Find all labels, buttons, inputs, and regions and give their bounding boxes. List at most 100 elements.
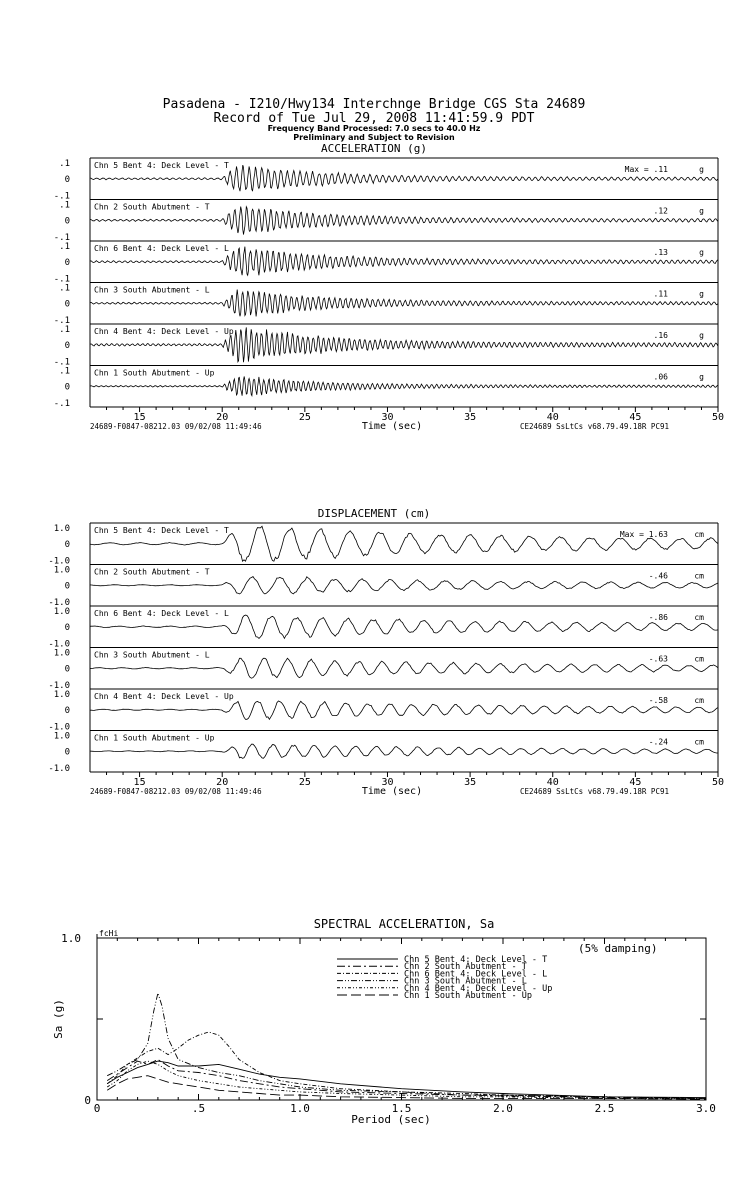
max-label: -.63 — [649, 655, 668, 664]
waveform-trace — [89, 525, 719, 562]
channel-label: Chn 1 South Abutment - Up — [94, 369, 215, 378]
y-tick-label: 0 — [65, 299, 70, 309]
x-tick-label: 1.0 — [290, 1102, 310, 1115]
channel-label: Chn 3 South Abutment - L — [94, 651, 210, 660]
footer-left: 24689-F0847-08212.03 09/02/08 11:49:46 — [90, 422, 262, 431]
channel-label: Chn 6 Bent 4: Deck Level - L — [94, 609, 229, 618]
unit-label: g — [699, 331, 704, 340]
y-axis-label: Sa (g) — [52, 999, 65, 1039]
x-tick-label: 50 — [712, 777, 724, 788]
waveform-trace — [90, 164, 719, 192]
legend-label: Chn 4 Bent 4: Deck Level - Up — [404, 984, 552, 994]
displacement-chart: DISPLACEMENT (cm) 1.0 0 -1.0 Chn 5 Bent 4: D… — [48, 507, 724, 797]
waveform-trace — [89, 743, 718, 759]
max-label: Max = 1.63 — [620, 530, 668, 539]
footer-left: 24689-F0847-08212.03 09/02/08 11:49:46 — [90, 787, 262, 796]
waveform-trace — [89, 576, 719, 595]
y-tick-label: 0 — [65, 540, 70, 550]
y-tick-label: .1 — [59, 201, 70, 211]
x-tick-label: 45 — [629, 777, 641, 788]
x-tick-label: 35 — [464, 412, 476, 423]
y-tick-label: -.1 — [54, 233, 70, 243]
y-tick-label: 0 — [65, 581, 70, 591]
legend-label: Chn 6 Bent 4: Deck Level - L — [404, 969, 547, 979]
x-tick-label: 15 — [134, 412, 146, 423]
y-tick-label: 0 — [65, 258, 70, 268]
y-tick-label: 0 — [65, 216, 70, 226]
x-axis-label: Time (sec) — [362, 786, 422, 797]
x-tick-label: 0 — [94, 1102, 101, 1115]
x-tick-label: 50 — [712, 412, 724, 423]
channel-label: Chn 5 Bent 4: Deck Level - T — [94, 161, 229, 170]
waveform-trace — [89, 205, 719, 235]
footer-right: CE24689 SsLtCs v68.79.49.18R PC91 — [520, 422, 669, 431]
y-tick-label: .1 — [59, 159, 70, 169]
x-tick-label: 40 — [547, 412, 559, 423]
max-label: -.24 — [649, 738, 668, 747]
x-tick-label: 20 — [216, 777, 228, 788]
y-tick-label: 1.0 — [54, 690, 70, 700]
max-label: -.58 — [649, 696, 668, 705]
y-tick-label: -1.0 — [48, 681, 70, 691]
waveform-trace — [89, 657, 719, 679]
unit-label: g — [699, 165, 704, 174]
waveform-trace — [89, 614, 719, 640]
channel-label: Chn 3 South Abutment - L — [94, 286, 210, 295]
x-tick-label: .5 — [192, 1102, 205, 1115]
max-label: Max = .11 — [625, 165, 669, 174]
x-tick-label: 30 — [381, 412, 393, 423]
max-label: .11 — [654, 290, 669, 299]
max-label: .16 — [654, 331, 669, 340]
x-tick-label: 2.5 — [595, 1102, 615, 1115]
unit-label: cm — [694, 655, 704, 664]
x-tick-label: 35 — [464, 777, 476, 788]
channel-label: Chn 4 Bent 4: Deck Level - Up — [94, 327, 234, 336]
y-tick-label: -1.0 — [48, 598, 70, 608]
channel-label: Chn 2 South Abutment - T — [94, 568, 210, 577]
unit-label: cm — [694, 696, 704, 705]
y-tick-label: -.1 — [54, 358, 70, 368]
max-label: .06 — [654, 373, 669, 382]
y-tick-label: 0 — [65, 706, 70, 716]
y-tick-label: .1 — [59, 242, 70, 252]
spectrum-line — [106, 1031, 707, 1099]
legend-label: Chn 5 Bent 4: Deck Level - T — [404, 955, 547, 965]
y-tick-label: 1.0 — [54, 524, 70, 534]
chart-title: ACCELERATION (g) — [321, 142, 427, 155]
fchi-label: fcHi — [99, 929, 118, 938]
x-tick-label: 25 — [299, 412, 311, 423]
y-tick-label: -.1 — [54, 275, 70, 285]
spectrum-line — [107, 991, 707, 1099]
x-tick-label: 25 — [299, 777, 311, 788]
chart-title: DISPLACEMENT (cm) — [318, 507, 431, 520]
unit-label: g — [699, 373, 704, 382]
y-tick-label: 0 — [84, 1094, 91, 1107]
legend-label: Chn 1 South Abutment - Up — [404, 991, 532, 1001]
channel-label: Chn 5 Bent 4: Deck Level - T — [94, 526, 229, 535]
y-tick-label: -1.0 — [48, 764, 70, 774]
y-tick-label: 1.0 — [54, 649, 70, 659]
y-tick-label: 1.0 — [61, 932, 81, 945]
spectrum-line — [106, 1060, 707, 1099]
y-tick-label: .1 — [59, 325, 70, 335]
y-tick-label: 1.0 — [54, 607, 70, 617]
x-axis-label: Period (sec) — [351, 1113, 430, 1126]
y-tick-label: 0 — [65, 341, 70, 351]
record-time: Record of Tue Jul 29, 2008 11:41:59.9 PD… — [213, 110, 535, 126]
y-tick-label: 0 — [65, 175, 70, 185]
station-title: Pasadena - I210/Hwy134 Interchnge Bridge… — [162, 97, 586, 112]
y-tick-label: -.1 — [54, 192, 70, 202]
y-tick-label: 0 — [65, 747, 70, 757]
waveform-trace — [89, 246, 719, 277]
unit-label: cm — [694, 613, 704, 622]
report-header: Pasadena - I210/Hwy134 Interchnge Bridge… — [0, 98, 748, 142]
unit-label: g — [699, 290, 704, 299]
unit-label: cm — [694, 738, 704, 747]
spectrum-line — [106, 1075, 707, 1100]
legend-label: Chn 2 South Abutment - T — [404, 962, 527, 972]
x-tick-label: 40 — [547, 777, 559, 788]
channel-label: Chn 1 South Abutment - Up — [94, 734, 215, 743]
channel-label: Chn 6 Bent 4: Deck Level - L — [94, 244, 229, 253]
x-tick-label: 30 — [381, 777, 393, 788]
spectrum-line — [106, 1060, 706, 1099]
